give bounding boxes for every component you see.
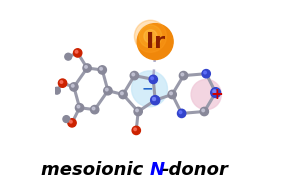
Circle shape — [144, 30, 157, 43]
Circle shape — [181, 73, 184, 76]
Circle shape — [68, 119, 76, 127]
Circle shape — [91, 105, 99, 114]
Circle shape — [132, 73, 135, 76]
Circle shape — [136, 109, 138, 112]
Text: -donor: -donor — [162, 161, 229, 179]
Circle shape — [213, 90, 216, 93]
Text: mesoionic: mesoionic — [41, 161, 150, 179]
Circle shape — [60, 81, 63, 83]
Circle shape — [139, 25, 162, 48]
Circle shape — [179, 71, 188, 80]
Circle shape — [132, 71, 167, 107]
Circle shape — [75, 104, 84, 112]
Circle shape — [54, 87, 60, 94]
Circle shape — [134, 107, 142, 116]
Circle shape — [134, 20, 167, 52]
Circle shape — [200, 107, 208, 116]
Circle shape — [134, 128, 136, 131]
Circle shape — [98, 66, 106, 74]
Circle shape — [179, 111, 182, 114]
Circle shape — [104, 87, 112, 95]
Circle shape — [120, 92, 123, 95]
Circle shape — [130, 71, 138, 80]
Circle shape — [153, 98, 155, 100]
Circle shape — [151, 96, 159, 104]
Circle shape — [71, 84, 74, 87]
Circle shape — [191, 79, 221, 110]
Circle shape — [211, 88, 221, 98]
Circle shape — [77, 105, 80, 108]
Circle shape — [178, 109, 186, 118]
Circle shape — [170, 92, 172, 95]
Circle shape — [65, 53, 72, 60]
Text: +: + — [210, 87, 223, 102]
Circle shape — [137, 24, 173, 60]
Circle shape — [119, 90, 127, 99]
Circle shape — [100, 67, 103, 70]
Circle shape — [92, 107, 95, 110]
Circle shape — [70, 83, 78, 91]
Circle shape — [83, 64, 91, 72]
Circle shape — [132, 126, 141, 135]
Circle shape — [85, 66, 87, 68]
Circle shape — [202, 109, 205, 112]
Circle shape — [202, 70, 210, 78]
Circle shape — [152, 98, 155, 101]
Text: N: N — [150, 161, 165, 179]
Circle shape — [211, 88, 220, 97]
Circle shape — [151, 96, 160, 105]
Text: Ir: Ir — [146, 32, 165, 52]
Circle shape — [151, 77, 153, 80]
Circle shape — [63, 116, 70, 122]
Circle shape — [58, 79, 67, 87]
Circle shape — [75, 50, 78, 53]
Circle shape — [149, 75, 158, 84]
Circle shape — [106, 88, 108, 91]
Text: −: − — [142, 82, 153, 96]
Circle shape — [70, 120, 72, 123]
Circle shape — [204, 71, 206, 74]
Circle shape — [213, 90, 216, 93]
Circle shape — [168, 90, 176, 99]
Circle shape — [74, 49, 82, 57]
